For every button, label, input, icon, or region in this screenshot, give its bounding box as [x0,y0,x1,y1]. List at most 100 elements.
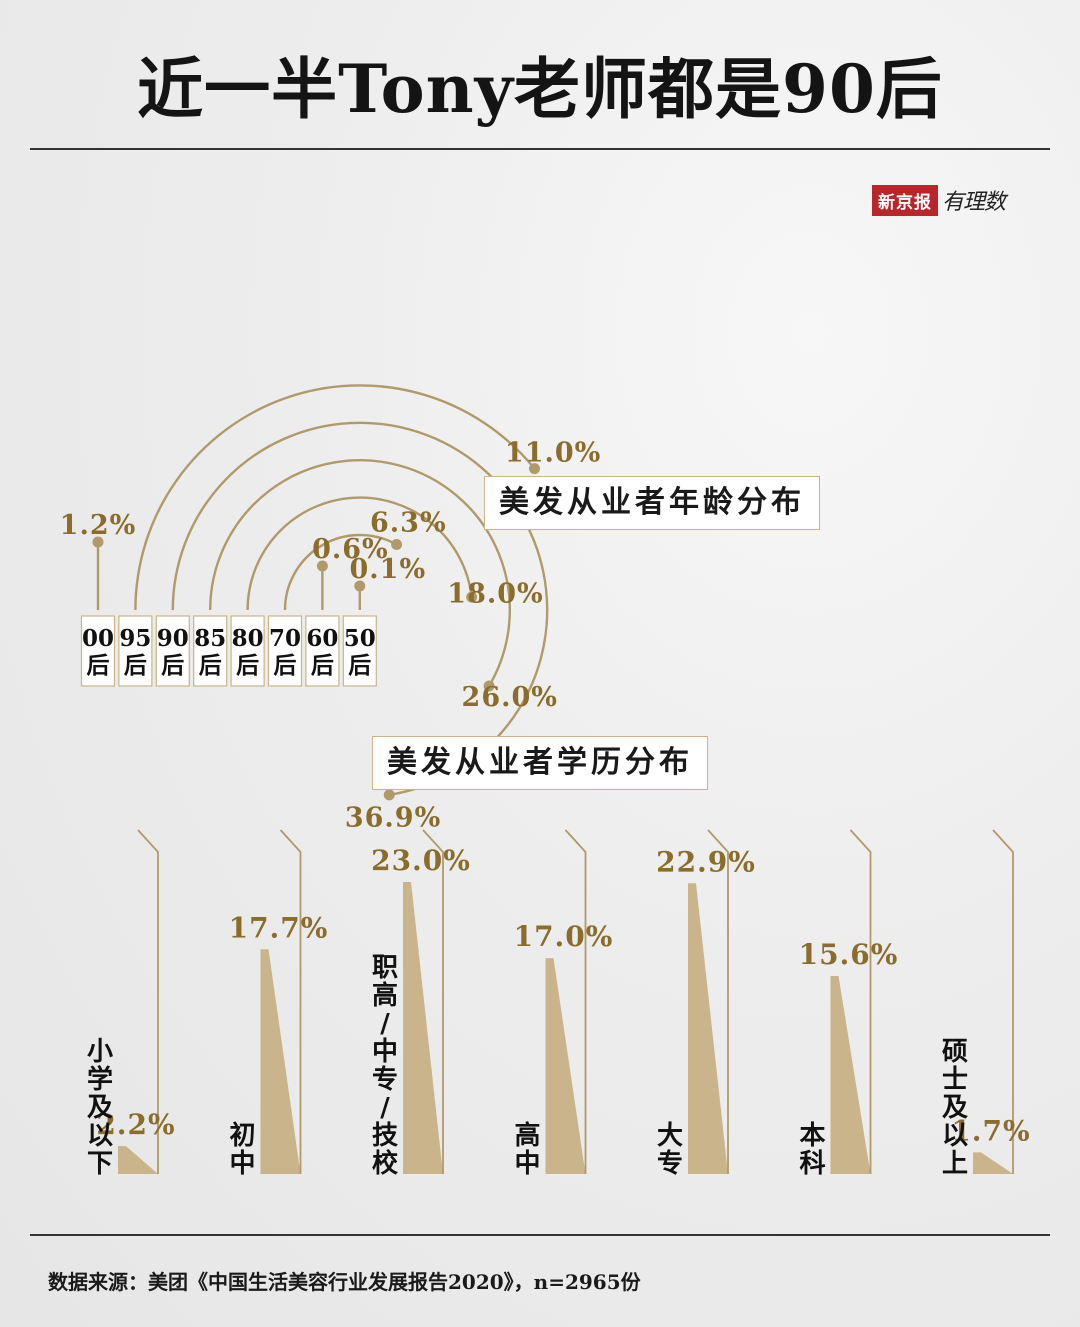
edu-bar [545,958,586,1174]
age-series-2: 36.9% [171,421,549,834]
age-category-label: 后 [311,652,334,679]
age-value-label: 1.2% [60,510,137,541]
age-value-arc [209,459,511,687]
age-category-label: 95 [119,625,151,652]
edu-bracket-line [422,829,444,1174]
brand-logo: 新京报 有理数 [872,184,1006,216]
age-category-box [155,615,190,687]
age-series-7: 0.1% [349,554,426,610]
age-category-box [305,615,340,687]
age-category-label: 后 [236,652,259,679]
age-category-box [267,615,303,687]
age-value-label: 26.0% [462,682,558,713]
age-category-label: 80 [232,625,264,652]
age-value-label: 6.3% [370,508,447,539]
edu-category-label: 硕士及以上 [942,1037,968,1179]
edu-series-0: 2.2%小学及以下 [87,829,175,1179]
edu-value-label: 2.2% [96,1108,175,1141]
age-series-3: 26.0% [209,459,558,713]
edu-category-label: 大专 [657,1121,683,1179]
age-series-6: 0.6% [312,534,388,610]
edu-category-label: 高中 [514,1120,540,1179]
age-category-label: 后 [199,652,222,679]
edu-category-label: 初中 [229,1121,255,1179]
age-value-dot [92,536,104,548]
edu-bracket-line [279,829,302,1174]
edu-bracket-line [137,829,159,1174]
age-value-dot [383,789,395,801]
age-series-5: 6.3% [283,508,447,611]
edu-bracket-line [564,829,587,1174]
age-value-arc [171,421,549,797]
age-category-box [80,615,116,687]
edu-category-label: 小学及以下 [87,1037,113,1179]
age-value-dot [391,539,403,551]
footer-divider [30,1234,1050,1236]
age-category-label: 后 [348,652,371,679]
age-value-arc [246,496,473,611]
age-value-label: 18.0% [447,578,543,609]
age-value-dot [528,463,540,475]
age-chart-label: 美发从业者年龄分布 [484,476,820,530]
age-category-0: 00后 [80,615,116,687]
age-category-6: 60后 [305,615,340,687]
age-series-4: 18.0% [246,496,543,611]
logo-column: 有理数 [942,190,1006,215]
edu-value-label: 22.9% [656,845,756,878]
education-chart-label: 美发从业者学历分布 [372,736,708,790]
page-title: 近一半Tony老师都是90后 [137,50,943,128]
age-category-box [230,615,265,687]
age-category-box [342,615,377,687]
logo-brand: 新京报 [872,184,938,216]
edu-series-6: 1.7%硕士及以上 [942,829,1030,1179]
education-distribution-chart: 2.2%小学及以下 17.7% 初中 23.0% 职高/中专/技校 17.0% 高中 22.9… [87,829,1030,1179]
edu-series-1: 17.7% 初中 [229,829,329,1179]
edu-bracket-line [992,829,1014,1174]
edu-value-label: 17.0% [514,920,614,953]
edu-series-4: 22.9% 大专 [656,829,756,1179]
age-category-label: 60 [306,625,338,652]
age-value-dot [466,591,478,603]
age-category-label: 后 [274,652,297,679]
data-source: 数据来源：美团《中国生活美容行业发展报告2020》，n=2965份 [48,1270,641,1294]
age-category-1: 95后 [118,615,153,687]
age-value-label: 0.1% [349,554,426,585]
age-category-box [193,615,228,687]
age-category-5: 70后 [267,615,303,687]
age-series-0: 1.2% [60,510,137,610]
age-series-1: 11.0% [134,384,601,611]
edu-series-2: 23.0% 职高/中专/技校 [371,829,471,1179]
age-value-dot [316,560,328,572]
edu-bar [260,949,301,1174]
title-divider [30,148,1050,150]
edu-category-label: 本科 [799,1121,825,1179]
edu-bar [688,883,728,1174]
age-category-label: 50 [344,625,376,652]
age-value-label: 36.9% [345,803,441,834]
edu-category-label: 职高/中专/技校 [372,953,399,1179]
age-category-4: 80后 [230,615,265,687]
age-category-label: 85 [194,625,226,652]
age-value-dot [483,680,495,692]
edu-bar [830,975,871,1174]
age-value-arc [134,384,536,611]
edu-series-3: 17.0% 高中 [514,829,614,1179]
edu-value-label: 15.6% [799,938,899,971]
age-category-7: 50后 [342,615,377,687]
age-category-label: 70 [269,625,301,652]
edu-value-label: 1.7% [951,1114,1030,1147]
age-distribution-chart: 00后95后90后85后80后70后60后50后1.2%11.0%36.9%26… [60,384,601,834]
edu-bar [403,882,443,1174]
age-category-box [118,615,153,687]
edu-series-5: 15.6% 本科 [799,829,899,1179]
age-value-label: 11.0% [505,437,601,468]
edu-value-label: 17.7% [229,911,329,944]
edu-bar [973,1152,1013,1174]
edu-value-label: 23.0% [371,844,471,877]
age-category-label: 后 [87,652,110,679]
age-value-dot [354,580,366,592]
age-category-label: 90 [157,625,189,652]
age-category-3: 85后 [193,615,228,687]
age-category-label: 后 [161,652,184,679]
